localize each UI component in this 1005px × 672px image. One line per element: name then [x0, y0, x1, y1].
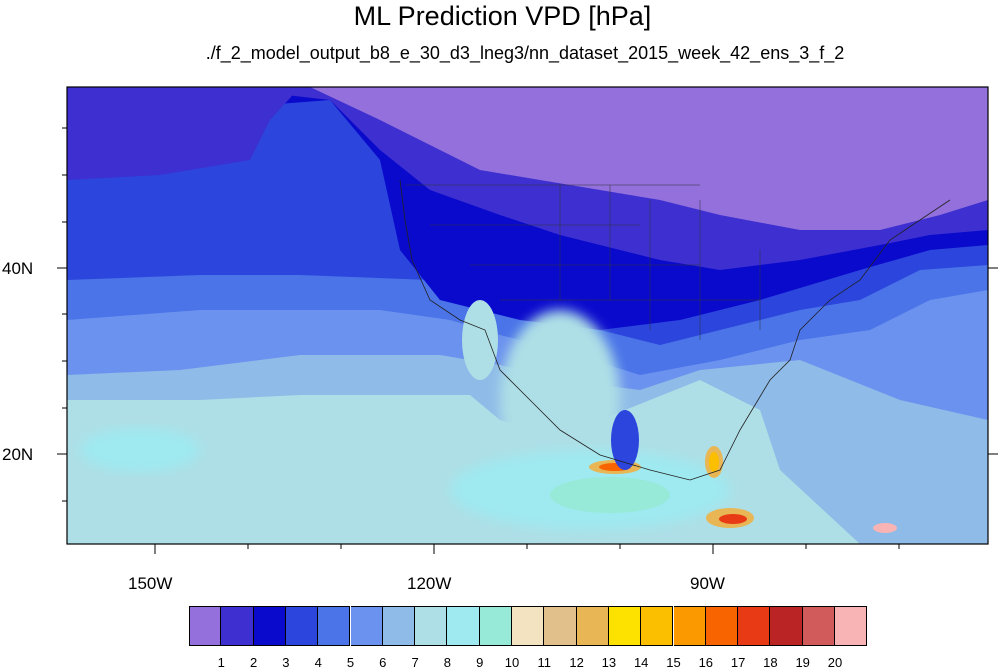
colorbar-label: 5: [346, 655, 355, 670]
caribbean-pink: [873, 523, 897, 533]
chart-title: ML Prediction VPD [hPa]: [353, 1, 652, 31]
layer-lavender: [310, 87, 988, 230]
colorbar-swatch: [641, 606, 674, 646]
colorbar-label: 7: [411, 655, 419, 670]
colorbar-swatch: [770, 606, 803, 646]
colorbar-label: 15: [666, 655, 681, 670]
colorbar-swatch: [673, 606, 706, 646]
hawaii-cyan: [80, 428, 200, 472]
lat-label-40n: 40N: [2, 259, 34, 278]
colorbar-swatch: [835, 606, 868, 646]
hot-spot-3-core: [719, 514, 747, 524]
colorbar-label: 1: [217, 655, 225, 670]
layer-indigo-west: [67, 87, 300, 180]
lon-label-90w: 90W: [690, 574, 725, 593]
colorbar-label: 17: [730, 655, 746, 670]
colorbar-swatch: [318, 606, 351, 646]
colorbar-label: 14: [633, 655, 649, 670]
colorbar-label: 10: [504, 655, 520, 670]
state-borders: [405, 184, 761, 340]
colorbar-swatch: [802, 606, 835, 646]
colorbar-swatch: [350, 606, 383, 646]
colorbar-swatch: [415, 606, 448, 646]
colorbar-label: 18: [763, 655, 778, 670]
colorbar-label: 2: [249, 655, 258, 670]
colorbar-label: 12: [569, 655, 584, 670]
mexico-plume: [500, 310, 620, 490]
colorbar-label: 19: [795, 655, 810, 670]
colorbar-label: 20: [827, 655, 843, 670]
colorbar-swatch: [253, 606, 286, 646]
coastline: [399, 179, 951, 481]
colorbar-swatch: [447, 606, 480, 646]
pacific-mint: [550, 477, 670, 513]
lon-ticks: [154, 544, 900, 554]
map-fill-layers: [67, 87, 988, 544]
colorbar-swatch: [544, 606, 577, 646]
colorbar-label: 11: [537, 655, 552, 670]
hot-spot-2-core: [709, 452, 719, 472]
colorbar-swatch: [608, 606, 642, 646]
colorbar-swatch: [382, 606, 416, 646]
colorbar-label: 3: [282, 655, 290, 670]
colorbar-swatch: [738, 606, 771, 646]
colorbar-label: 6: [379, 655, 387, 670]
lat-ticks: [57, 127, 998, 502]
colorbar-label: 8: [443, 655, 451, 670]
colorbar-swatch: [576, 606, 609, 646]
colorbar-label: 13: [601, 655, 617, 670]
gulf-blue: [611, 410, 639, 470]
baja-plume: [462, 300, 498, 380]
lat-label-20n: 20N: [2, 445, 34, 464]
colorbar-swatch: [189, 606, 222, 646]
lon-label-120w: 120W: [407, 574, 452, 593]
chart-subtitle: ./f_2_model_output_b8_e_30_d3_lneg3/nn_d…: [205, 43, 845, 63]
colorbar-swatch: [705, 606, 739, 646]
colorbar-label: 4: [314, 655, 322, 670]
colorbar-label: 9: [476, 655, 484, 670]
colorbar-swatch: [512, 606, 545, 646]
colorbar-swatch: [479, 606, 512, 646]
colorbar-label: 16: [698, 655, 714, 670]
colorbar-swatch: [285, 606, 319, 646]
colorbar-swatch: [221, 606, 254, 646]
lon-label-150w: 150W: [128, 574, 173, 593]
